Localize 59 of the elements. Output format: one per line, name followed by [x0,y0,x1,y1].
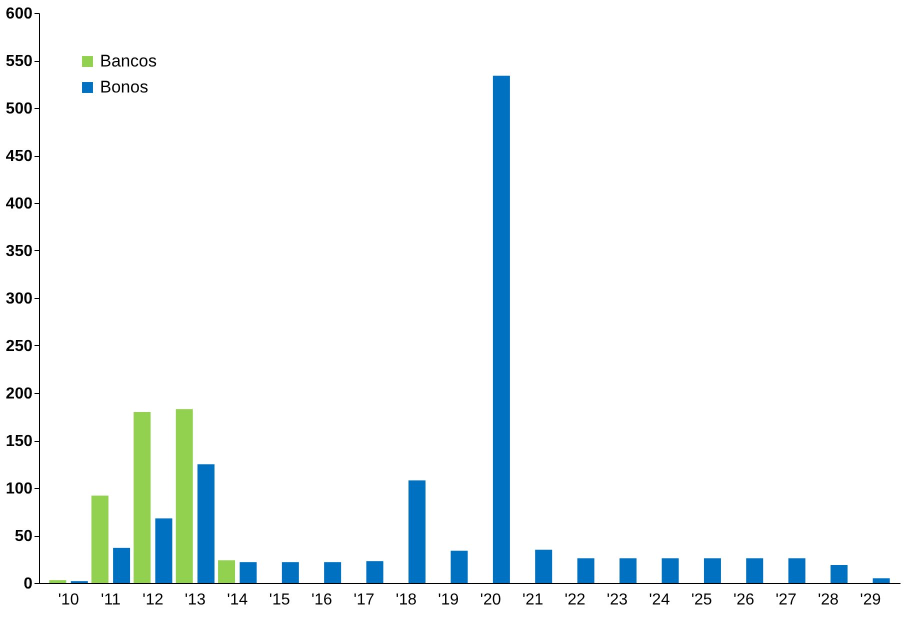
x-tick-label: '29 [860,592,881,608]
x-tick-label: '16 [311,592,332,608]
y-tick-label: 300 [6,290,33,308]
x-tick-label: '28 [818,592,839,608]
x-tick-label: '20 [480,592,502,608]
x-tick-label: '10 [58,592,80,608]
y-tick-label: 600 [6,6,33,22]
bar [408,480,426,583]
x-tick-label: '15 [269,592,290,608]
x-tick-label: '23 [606,592,628,608]
y-tick-label: 450 [6,148,33,165]
bar [134,412,151,583]
legend-label: Bonos [100,78,148,96]
x-tick-label: '18 [396,592,417,608]
y-tick-label: 350 [6,243,33,260]
bar [492,76,510,583]
bar [324,562,342,583]
y-tick-label: 50 [14,528,33,545]
y-tick-label: 150 [6,433,33,450]
bar [872,578,890,583]
y-tick-label: 550 [6,53,33,70]
bar [620,558,637,583]
bar [176,409,193,583]
bar [662,558,679,583]
x-tick-label: '13 [184,592,206,608]
bar [218,560,236,583]
bar [746,558,764,583]
bar [282,562,299,583]
x-tick-label: '26 [733,592,754,608]
x-tick-label: '17 [354,592,375,608]
y-tick-label: 0 [24,576,33,592]
bar [577,558,594,583]
bar [366,561,384,583]
y-tick-label: 400 [6,196,33,212]
bar [91,496,108,583]
legend-label: Bancos [100,52,157,70]
x-tick-label: '12 [142,592,164,608]
x-tick-label: '21 [522,592,544,608]
x-tick-label: '14 [226,592,248,608]
bar [155,518,172,583]
bar [240,562,257,583]
x-tick-label: '24 [648,592,670,608]
bar [704,558,721,583]
y-tick-label: 100 [6,480,33,498]
bar [113,548,130,583]
bar [49,580,66,583]
bar [788,558,806,583]
x-tick-label: '11 [100,592,121,608]
bar [535,550,552,583]
y-tick-label: 500 [6,100,33,118]
x-tick-label: '19 [438,592,459,608]
x-tick-label: '22 [564,592,586,608]
x-tick-label: '25 [691,592,712,608]
y-tick-label: 250 [6,338,33,355]
bar [830,564,848,583]
x-tick-label: '27 [776,592,797,608]
bar [450,550,468,583]
y-tick-label: 200 [6,386,33,402]
bar [197,464,214,583]
